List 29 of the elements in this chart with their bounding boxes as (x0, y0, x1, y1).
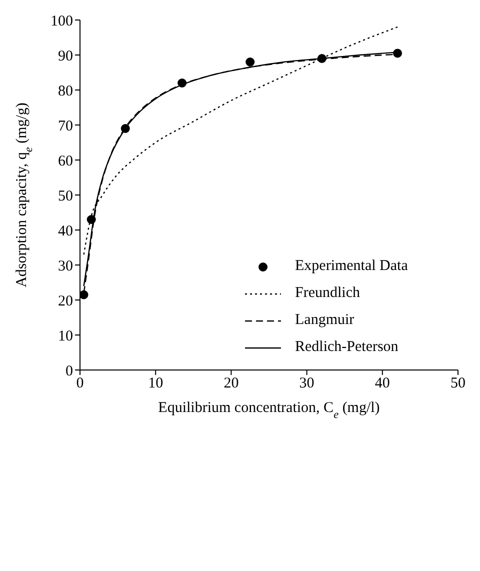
x-tick-label: 50 (450, 376, 466, 392)
point (86, 215, 96, 224)
y-tick-label: 70 (58, 118, 73, 134)
legend-label: Experimental Data (295, 258, 408, 275)
x-tick-label: 30 (299, 376, 314, 392)
x-tick-label: 10 (148, 376, 164, 392)
x-tick-label: 0 (76, 376, 84, 392)
point (246, 58, 255, 66)
y-tick-label: 50 (58, 188, 73, 204)
y-tick-label: 90 (58, 48, 73, 64)
point (393, 48, 402, 58)
x-tick-label: 40 (374, 376, 390, 392)
x-axis-title: Equilibrium concentration, C$_{e}$ (mg/l) (158, 400, 380, 421)
y-tick-label: 20 (58, 293, 73, 310)
point (80, 290, 88, 300)
point (178, 78, 187, 88)
y-tick-label: 30 (58, 258, 73, 274)
legend-label: Langmuir (295, 312, 354, 329)
legend-label: Redlich-Peterson (295, 339, 398, 356)
y-tick-label: 100 (50, 13, 73, 30)
y-tick-label: 10 (58, 328, 73, 344)
point (120, 124, 130, 133)
point (317, 54, 326, 63)
y-tick-label: 0 (66, 363, 73, 380)
x-tick-label: 20 (224, 376, 239, 392)
y-tick-label: 80 (58, 83, 73, 100)
legend-label: Freundlich (295, 285, 360, 302)
y-tick-label: 40 (58, 223, 73, 240)
y-tick-label: 60 (58, 153, 73, 170)
